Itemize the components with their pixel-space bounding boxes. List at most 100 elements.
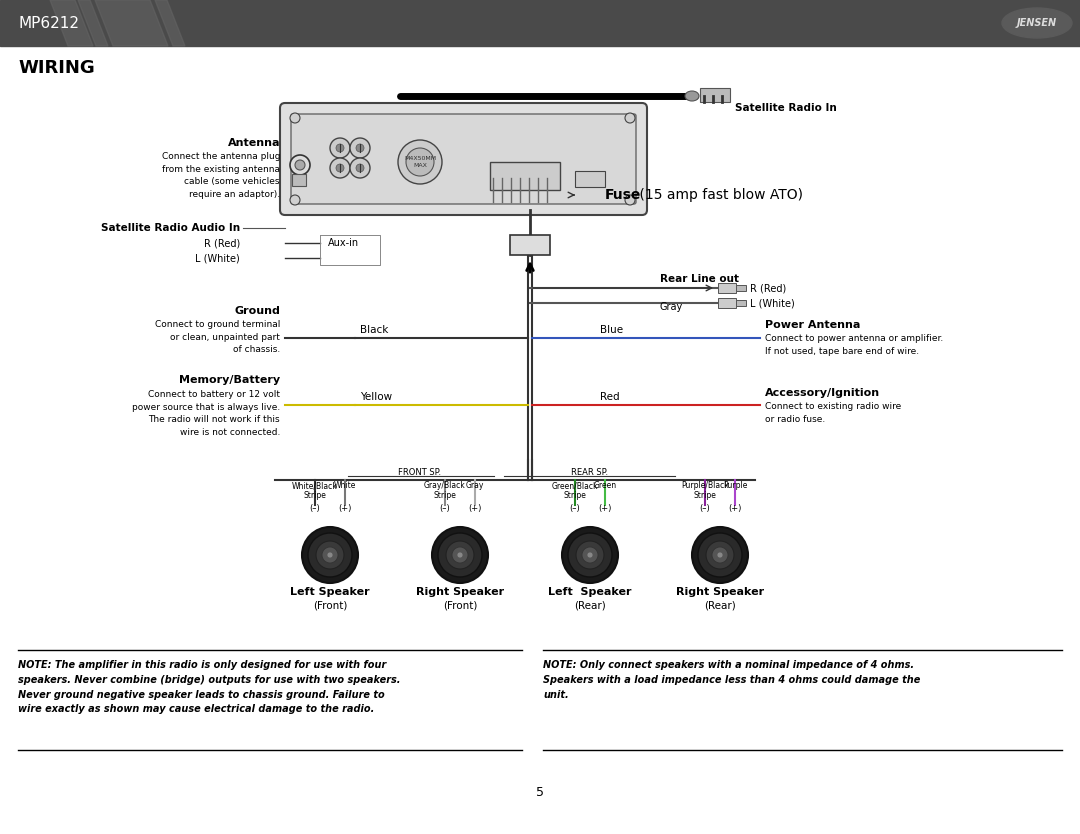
- Circle shape: [625, 195, 635, 205]
- Ellipse shape: [1002, 8, 1072, 38]
- Text: Power Antenna: Power Antenna: [765, 320, 861, 330]
- Circle shape: [568, 533, 612, 577]
- Text: Black: Black: [360, 325, 389, 335]
- Circle shape: [588, 552, 593, 558]
- Text: (+): (+): [598, 504, 611, 513]
- Text: Left Speaker: Left Speaker: [291, 587, 369, 597]
- Circle shape: [446, 541, 474, 569]
- Text: Gray: Gray: [465, 481, 484, 490]
- Text: Right Speaker: Right Speaker: [676, 587, 764, 597]
- Circle shape: [330, 158, 350, 178]
- Circle shape: [582, 547, 598, 563]
- FancyBboxPatch shape: [280, 103, 647, 215]
- Text: Connect to power antenna or amplifier.
If not used, tape bare end of wire.: Connect to power antenna or amplifier. I…: [765, 334, 943, 355]
- Text: Blue: Blue: [600, 325, 623, 335]
- Text: (–): (–): [310, 504, 321, 513]
- Circle shape: [698, 533, 742, 577]
- Text: Rear Line out: Rear Line out: [660, 274, 739, 284]
- Text: Right Speaker: Right Speaker: [416, 587, 504, 597]
- Text: Gray: Gray: [660, 302, 684, 312]
- Text: FRONT SP.: FRONT SP.: [399, 468, 442, 476]
- Text: Green/Black
Stripe: Green/Black Stripe: [552, 481, 598, 500]
- Polygon shape: [156, 0, 185, 46]
- Text: (Rear): (Rear): [575, 601, 606, 611]
- Text: Satellite Radio Audio In: Satellite Radio Audio In: [100, 223, 240, 233]
- Text: MP6212: MP6212: [18, 16, 79, 31]
- FancyBboxPatch shape: [291, 114, 636, 204]
- Bar: [575, 171, 605, 187]
- Text: Purple: Purple: [723, 481, 747, 490]
- Polygon shape: [50, 0, 93, 46]
- Circle shape: [330, 138, 350, 158]
- Text: Green: Green: [593, 481, 617, 490]
- Text: (15 amp fast blow ATO): (15 amp fast blow ATO): [635, 188, 804, 202]
- Text: M4X50MM
MAX: M4X50MM MAX: [404, 157, 436, 168]
- Circle shape: [295, 160, 305, 170]
- Circle shape: [625, 113, 635, 123]
- Ellipse shape: [685, 91, 699, 101]
- Text: (+): (+): [469, 504, 482, 513]
- Text: (–): (–): [700, 504, 711, 513]
- Text: (–): (–): [569, 504, 580, 513]
- Text: Gray/Black
Stripe: Gray/Black Stripe: [424, 481, 465, 500]
- Text: Connect to existing radio wire
or radio fuse.: Connect to existing radio wire or radio …: [765, 402, 901, 424]
- Circle shape: [399, 140, 442, 184]
- Circle shape: [291, 195, 300, 205]
- Text: (+): (+): [338, 504, 352, 513]
- Bar: [490, 162, 561, 190]
- Bar: [718, 298, 735, 308]
- Polygon shape: [78, 0, 108, 46]
- Text: L (White): L (White): [195, 253, 240, 263]
- Circle shape: [438, 533, 482, 577]
- Circle shape: [717, 552, 723, 558]
- Circle shape: [308, 533, 352, 577]
- Text: White: White: [334, 481, 356, 490]
- Circle shape: [350, 138, 370, 158]
- Circle shape: [453, 547, 468, 563]
- Text: 5: 5: [536, 786, 544, 800]
- Text: R (Red): R (Red): [204, 238, 240, 248]
- Text: Left  Speaker: Left Speaker: [549, 587, 632, 597]
- Text: Yellow: Yellow: [360, 392, 392, 402]
- Circle shape: [356, 144, 364, 152]
- Circle shape: [562, 527, 618, 583]
- Circle shape: [327, 552, 333, 558]
- Bar: [735, 285, 746, 291]
- Circle shape: [432, 527, 488, 583]
- Circle shape: [291, 113, 300, 123]
- Text: NOTE: The amplifier in this radio is only designed for use with four
speakers. N: NOTE: The amplifier in this radio is onl…: [18, 660, 401, 715]
- Text: Ground: Ground: [234, 306, 280, 316]
- Bar: [0, 0, 1080, 46]
- Circle shape: [576, 541, 604, 569]
- Text: L (White): L (White): [750, 298, 795, 308]
- Text: (–): (–): [440, 504, 450, 513]
- Circle shape: [336, 144, 345, 152]
- Circle shape: [350, 158, 370, 178]
- Circle shape: [316, 541, 345, 569]
- Text: Connect to ground terminal
or clean, unpainted part
of chassis.: Connect to ground terminal or clean, unp…: [154, 320, 280, 354]
- Bar: [718, 283, 735, 293]
- Circle shape: [291, 155, 310, 175]
- Circle shape: [302, 527, 357, 583]
- Text: (+): (+): [728, 504, 742, 513]
- Text: WIRING: WIRING: [18, 59, 95, 77]
- Text: White/Black
Stripe: White/Black Stripe: [292, 481, 338, 500]
- Text: (Rear): (Rear): [704, 601, 735, 611]
- Circle shape: [322, 547, 338, 563]
- Text: Connect the antenna plug
from the existing antenna
cable (some vehicles
require : Connect the antenna plug from the existi…: [162, 152, 280, 198]
- Bar: [735, 300, 746, 306]
- Text: Aux-in: Aux-in: [328, 238, 360, 248]
- Circle shape: [336, 164, 345, 172]
- Circle shape: [406, 148, 434, 176]
- Text: Connect to battery or 12 volt
power source that is always live.
The radio will n: Connect to battery or 12 volt power sour…: [132, 390, 280, 436]
- Text: NOTE: Only connect speakers with a nominal impedance of 4 ohms.
Speakers with a : NOTE: Only connect speakers with a nomin…: [543, 660, 920, 700]
- Polygon shape: [95, 0, 168, 46]
- Circle shape: [356, 164, 364, 172]
- Text: Satellite Radio In: Satellite Radio In: [735, 103, 837, 113]
- Text: Accessory/Ignition: Accessory/Ignition: [765, 388, 880, 398]
- Text: Purple/Black
Stripe: Purple/Black Stripe: [681, 481, 729, 500]
- Text: REAR SP.: REAR SP.: [571, 468, 608, 476]
- Circle shape: [706, 541, 734, 569]
- Text: Red: Red: [600, 392, 620, 402]
- Text: (Front): (Front): [313, 601, 347, 611]
